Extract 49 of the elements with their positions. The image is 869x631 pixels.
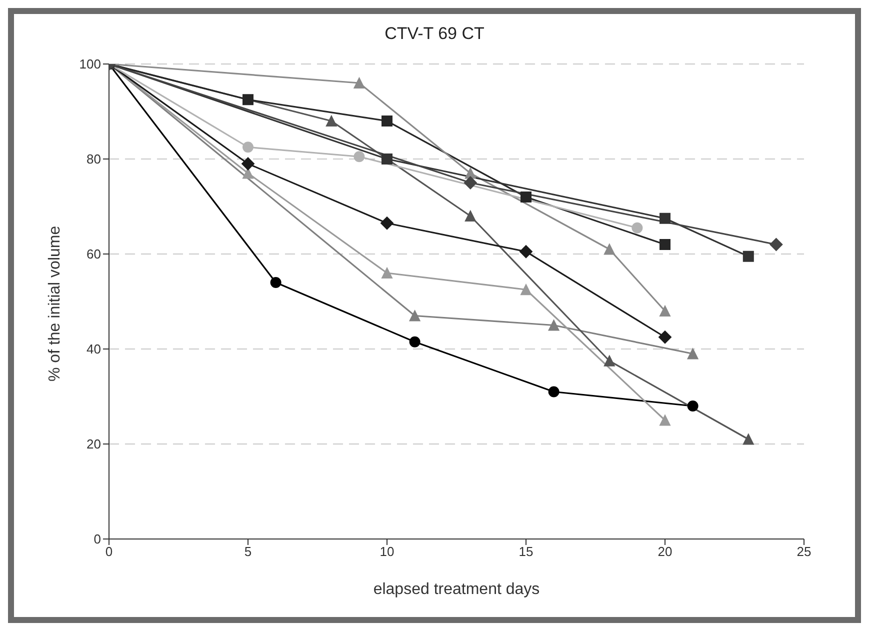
point <box>658 330 672 344</box>
y-tick-label: 80 <box>86 152 101 167</box>
point <box>687 348 698 360</box>
point <box>660 306 670 316</box>
point <box>326 116 337 126</box>
y-tick-label: 60 <box>86 246 101 262</box>
point <box>687 400 698 412</box>
point <box>520 245 532 258</box>
point <box>770 238 783 251</box>
point <box>409 310 420 322</box>
point <box>380 216 394 230</box>
x-axis-title: elapsed treatment days <box>373 581 540 598</box>
point <box>242 142 254 153</box>
point <box>354 78 365 88</box>
point <box>382 268 392 278</box>
point <box>382 154 392 164</box>
point <box>742 250 754 262</box>
point <box>604 244 615 255</box>
x-tick-label: 25 <box>796 544 812 560</box>
point <box>548 386 560 398</box>
point <box>632 222 643 234</box>
y-axis-title: % of the initial volume <box>46 226 64 382</box>
x-tick-label: 10 <box>380 544 394 560</box>
point <box>382 116 392 126</box>
point <box>270 277 282 288</box>
point <box>242 157 254 170</box>
point <box>604 355 615 366</box>
point <box>520 192 532 202</box>
point <box>242 168 254 179</box>
point <box>464 210 476 222</box>
y-tick-label: 100 <box>79 56 101 72</box>
x-tick-label: 5 <box>244 544 252 560</box>
point <box>464 176 477 190</box>
chart-title: CTV-T 69 CT <box>384 24 486 44</box>
point <box>742 434 754 445</box>
y-tick-label: 40 <box>86 342 101 357</box>
point <box>354 151 365 162</box>
x-tick-label: 15 <box>518 544 534 560</box>
x-tick-label: 20 <box>658 544 672 560</box>
point <box>660 239 670 250</box>
point <box>548 320 560 331</box>
point <box>520 284 532 296</box>
point <box>242 94 254 106</box>
y-tick-label: 0 <box>94 532 101 547</box>
point <box>409 336 420 348</box>
point <box>660 212 670 224</box>
x-tick-label: 0 <box>105 544 113 560</box>
point <box>660 414 670 426</box>
y-tick-label: 20 <box>86 436 101 452</box>
